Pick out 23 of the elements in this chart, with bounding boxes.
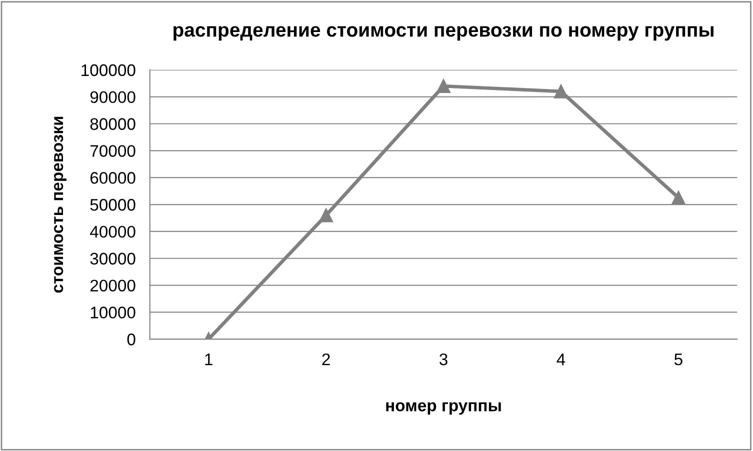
y-tick-label: 60000	[90, 172, 136, 184]
x-tick-label: 3	[440, 353, 448, 366]
x-tick-label: 5	[674, 354, 682, 366]
x-tick-label: 4	[556, 354, 566, 366]
x-tick-label: 1	[205, 354, 212, 366]
y-tick-label: 80000	[90, 118, 136, 130]
y-tick-label: 70000	[90, 145, 136, 157]
x-tick-label: 2	[322, 353, 330, 366]
y-tick-label: 30000	[90, 252, 136, 265]
y-tick-label: 10000	[90, 306, 136, 318]
y-tick-label: 50000	[90, 198, 136, 211]
y-tick-label: 40000	[90, 226, 136, 238]
point	[436, 79, 450, 94]
y-tick-label: 90000	[90, 91, 136, 104]
y-tick-label: 100000	[82, 64, 136, 76]
point	[554, 84, 568, 98]
point	[672, 190, 686, 205]
y-axis-title: стоимость перевозки	[54, 116, 66, 293]
y-tick-label: 20000	[90, 280, 136, 292]
x-axis-title: номер группы	[386, 402, 501, 415]
point	[319, 208, 333, 222]
y-tick-label: 0	[127, 334, 136, 346]
chart-title: распределение стоимости перевозки по номеру группы	[174, 26, 714, 41]
